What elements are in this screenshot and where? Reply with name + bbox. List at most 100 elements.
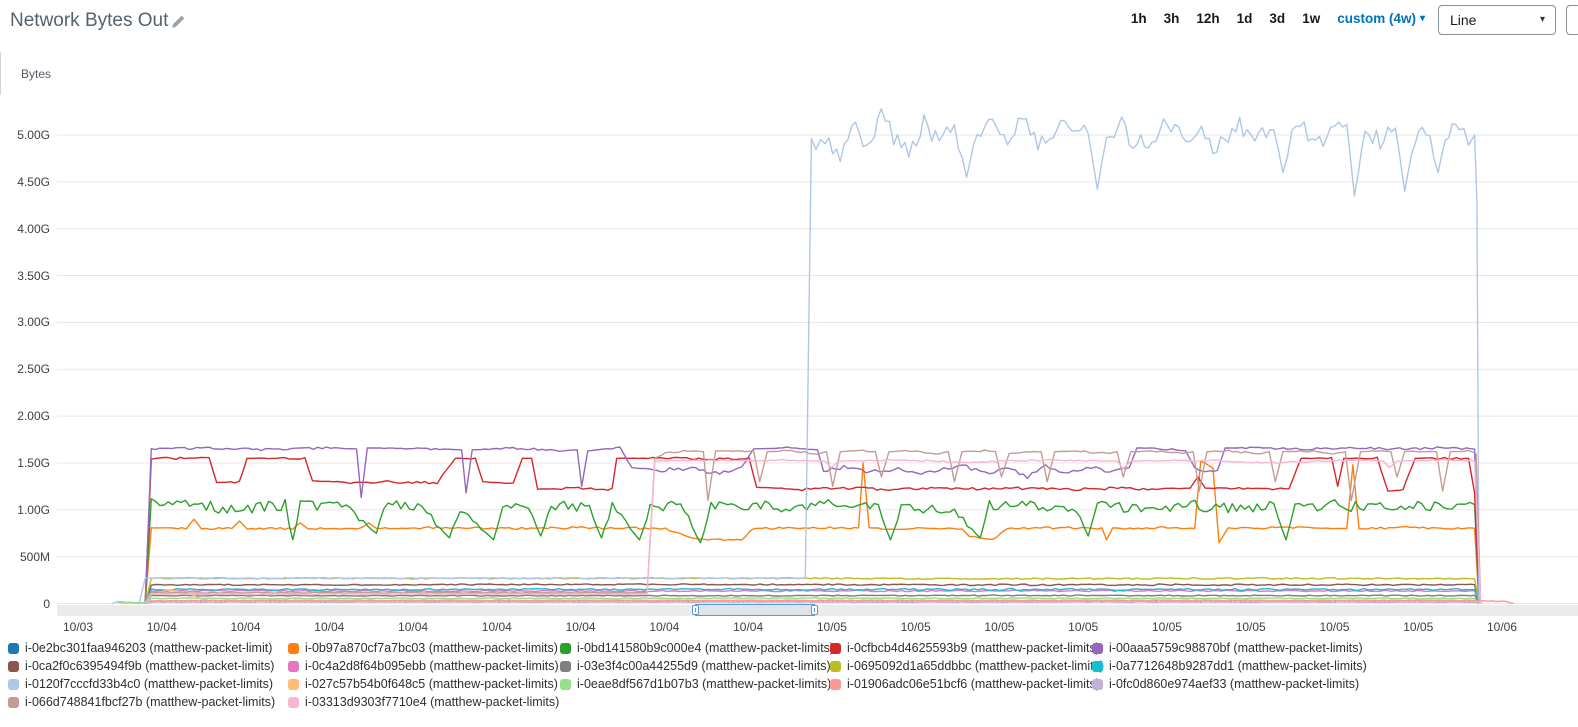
x-tick-label: 10/04 <box>398 620 429 634</box>
time-range-1w[interactable]: 1w <box>1302 11 1321 26</box>
chart-type-value: Line <box>1450 12 1477 28</box>
time-range-3d[interactable]: 3d <box>1269 11 1286 26</box>
legend-swatch <box>830 642 841 654</box>
legend-item[interactable]: i-027c57b54b0f648c5 (matthew-packet-limi… <box>288 675 560 693</box>
legend-item[interactable]: i-0695092d1a65ddbbc (matthew-packet-limi… <box>830 657 1104 675</box>
y-tick-label: 4.50G <box>17 174 50 189</box>
brush-handle-left[interactable] <box>692 605 699 615</box>
legend-swatch <box>288 660 299 672</box>
legend-label: i-027c57b54b0f648c5 (matthew-packet-limi… <box>305 677 558 691</box>
legend-label: i-0fc0d860e974aef33 (matthew-packet-limi… <box>1109 677 1360 691</box>
legend-item[interactable]: i-0cfbcb4d4625593b9 (matthew-packet-limi… <box>830 639 1100 657</box>
legend-item[interactable]: i-03e3f4c00a44255d9 (matthew-packet-limi… <box>560 657 831 675</box>
legend-label: i-066d748841fbcf27b (matthew-packet-limi… <box>25 695 276 709</box>
custom-range-label: custom (4w) <box>1337 11 1416 26</box>
x-tick-label: 10/04 <box>733 620 764 634</box>
legend-label: i-00aaa5759c98870bf (matthew-packet-limi… <box>1109 641 1363 655</box>
chevron-down-icon: ▾ <box>1539 14 1545 25</box>
legend-item[interactable]: i-0e2bc301faa946203 (matthew-packet-limi… <box>8 639 288 657</box>
legend-swatch <box>8 678 19 690</box>
x-tick-label: 10/03 <box>62 620 94 634</box>
legend-item[interactable]: i-0c4a2d8f64b095ebb (matthew-packet-limi… <box>288 657 560 675</box>
y-tick-label: 1.00G <box>17 502 50 517</box>
brush-selection[interactable] <box>692 604 818 616</box>
series-line-i-0cfbcb4d4625593b9 <box>144 456 1480 604</box>
x-tick-label: 10/04 <box>565 620 596 634</box>
y-tick-label: 4.00G <box>17 221 50 236</box>
page-title: Network Bytes Out <box>10 10 169 31</box>
legend-item[interactable]: i-0a7712648b9287dd1 (matthew-packet-limi… <box>1092 657 1578 675</box>
legend-label: i-0cfbcb4d4625593b9 (matthew-packet-limi… <box>847 641 1100 655</box>
legend-swatch <box>1092 660 1103 672</box>
legend-item[interactable]: i-00aaa5759c98870bf (matthew-packet-limi… <box>1092 639 1578 657</box>
series-line-i-0fc0d860e974aef33 <box>145 601 1480 605</box>
y-tick-label: 0 <box>43 596 50 611</box>
legend-swatch <box>560 660 571 672</box>
y-tick-label: 1.50G <box>17 455 50 470</box>
x-tick-label: 10/04 <box>314 620 345 634</box>
series-line-i-00aaa5759c98870bf <box>144 446 1480 604</box>
legend-swatch <box>288 678 299 690</box>
legend-swatch <box>8 696 19 708</box>
legend-label: i-0b97a870cf7a7bc03 (matthew-packet-limi… <box>305 641 558 655</box>
legend-item[interactable]: i-03313d9303f7710e4 (matthew-packet-limi… <box>288 693 560 711</box>
legend-label: i-0bd141580b9c000e4 (matthew-packet-limi… <box>577 641 835 655</box>
legend-item[interactable]: i-0b97a870cf7a7bc03 (matthew-packet-limi… <box>288 639 560 657</box>
series-line-i-0120f7cccfd33b4c0 <box>111 108 1480 605</box>
legend-swatch <box>8 660 19 672</box>
legend-item[interactable]: i-0eae8df567d1b07b3 (matthew-packet-limi… <box>560 675 832 693</box>
y-tick-label: 3.00G <box>17 315 50 330</box>
legend-label: i-03313d9303f7710e4 (matthew-packet-limi… <box>305 695 560 709</box>
y-tick-label: 500M <box>19 549 50 564</box>
y-tick-label: 5.00G <box>17 128 50 142</box>
series-line-i-0a7712648b9287dd1 <box>144 587 1480 604</box>
legend-swatch <box>1092 642 1103 654</box>
x-tick-label: 10/05 <box>984 620 1015 634</box>
time-range-3h[interactable]: 3h <box>1163 11 1180 26</box>
panel-edge-divider <box>0 52 1 95</box>
legend-item[interactable]: i-0ca2f0c6395494f9b (matthew-packet-limi… <box>8 657 288 675</box>
legend-swatch <box>1092 678 1103 690</box>
brush-track[interactable] <box>57 604 1578 616</box>
legend-swatch <box>288 642 299 654</box>
legend-label: i-0a7712648b9287dd1 (matthew-packet-limi… <box>1109 659 1367 673</box>
time-range-1d[interactable]: 1d <box>1236 11 1253 26</box>
chevron-down-icon: ▾ <box>1419 12 1425 24</box>
custom-range-dropdown[interactable]: custom (4w) ▾ <box>1337 11 1425 26</box>
time-range-12h[interactable]: 12h <box>1196 11 1220 26</box>
legend-item[interactable]: i-0bd141580b9c000e4 (matthew-packet-limi… <box>560 639 834 657</box>
x-tick-label: 10/04 <box>649 620 680 634</box>
x-tick-label: 10/05 <box>1068 620 1099 634</box>
series-line-i-03e3f4c00a44255d9 <box>144 594 1480 604</box>
legend-item[interactable]: i-01906adc06e51bcf6 (matthew-packet-limi… <box>830 675 1100 693</box>
y-axis-title: Bytes <box>21 67 52 81</box>
chart-type-select[interactable]: Line ▾ <box>1438 5 1556 35</box>
legend-item[interactable]: i-0fc0d860e974aef33 (matthew-packet-limi… <box>1092 675 1578 693</box>
x-tick-label: 10/05 <box>900 620 931 634</box>
edit-pencil-icon[interactable] <box>170 14 186 30</box>
brush-handle-right[interactable] <box>811 605 818 615</box>
y-tick-label: 3.50G <box>17 268 50 283</box>
legend-swatch <box>830 660 841 672</box>
chart-legend: i-0e2bc301faa946203 (matthew-packet-limi… <box>8 639 1578 711</box>
series-line-i-0eae8df567d1b07b3 <box>117 597 1480 604</box>
x-tick-label: 10/06 <box>1486 620 1518 634</box>
legend-label: i-0eae8df567d1b07b3 (matthew-packet-limi… <box>577 677 832 691</box>
legend-item[interactable]: i-066d748841fbcf27b (matthew-packet-limi… <box>8 693 288 711</box>
legend-label: i-03e3f4c00a44255d9 (matthew-packet-limi… <box>577 659 831 673</box>
x-tick-label: 10/04 <box>481 620 512 634</box>
x-tick-label: 10/05 <box>1235 620 1266 634</box>
x-tick-label: 10/05 <box>816 620 847 634</box>
legend-item[interactable]: i-0120f7cccfd33b4c0 (matthew-packet-limi… <box>8 675 288 693</box>
legend-label: i-0ca2f0c6395494f9b (matthew-packet-limi… <box>25 659 275 673</box>
legend-swatch <box>830 678 841 690</box>
x-tick-label: 10/05 <box>1403 620 1434 634</box>
time-range-1h[interactable]: 1h <box>1130 11 1147 26</box>
legend-swatch <box>8 642 19 654</box>
x-tick-label: 10/05 <box>1319 620 1350 634</box>
legend-label: i-0e2bc301faa946203 (matthew-packet-limi… <box>25 641 273 655</box>
series-line-i-0ca2f0c6395494f9b <box>144 583 1480 604</box>
clipped-edge-button[interactable] <box>1566 5 1578 35</box>
